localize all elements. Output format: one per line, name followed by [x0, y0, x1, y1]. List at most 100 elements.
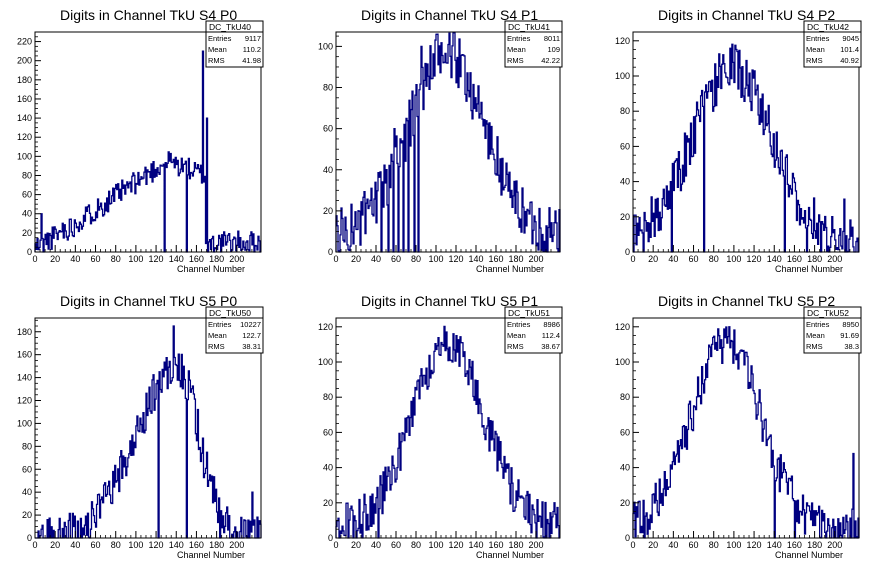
stats-label: Entries	[806, 320, 830, 329]
plot-frame	[34, 317, 262, 539]
stats-value: 110.2	[243, 45, 261, 54]
stats-value: 9045	[842, 34, 859, 43]
plot-frame	[335, 31, 561, 253]
x-axis-label: Channel Number	[476, 264, 544, 274]
stats-label: RMS	[208, 56, 225, 65]
y-tick-label: 120	[17, 396, 32, 406]
x-tick-label: 60	[91, 254, 101, 264]
y-tick-label: 20	[22, 228, 32, 238]
stats-name: DC_TkU40	[209, 22, 251, 32]
x-tick-label: 200	[827, 254, 842, 264]
x-tick-label: 80	[709, 540, 719, 550]
y-tick-label: 60	[323, 124, 333, 134]
stats-label: Mean	[507, 45, 526, 54]
histogram-series	[35, 325, 262, 539]
x-tick-label: 180	[508, 540, 523, 550]
x-tick-label: 180	[807, 254, 822, 264]
x-tick-label: 100	[726, 540, 741, 550]
stats-label: RMS	[806, 342, 823, 351]
x-tick-label: 160	[189, 254, 204, 264]
y-tick-label: 40	[323, 463, 333, 473]
x-tick-label: 40	[668, 540, 678, 550]
histogram-series	[34, 50, 261, 253]
x-tick-label: 180	[807, 540, 822, 550]
stats-value: 122.7	[242, 331, 261, 340]
x-tick-label: 120	[448, 254, 463, 264]
y-tick-label: 80	[22, 441, 32, 451]
x-tick-label: 200	[229, 540, 244, 550]
x-tick-label: 200	[827, 540, 842, 550]
x-tick-label: 0	[333, 254, 338, 264]
stats-label: Entries	[806, 34, 830, 43]
stats-label: Mean	[806, 331, 825, 340]
x-tick-label: 60	[391, 540, 401, 550]
y-tick-label: 180	[17, 327, 32, 337]
y-tick-label: 200	[17, 56, 32, 66]
y-tick-label: 80	[620, 392, 630, 402]
y-tick-label: 120	[615, 322, 630, 332]
x-tick-label: 100	[128, 540, 143, 550]
stats-box: DC_TkU42 Entries 9045 Mean 101.4 RMS 40.92	[803, 20, 862, 68]
x-tick-label: 0	[32, 540, 37, 550]
y-tick-label: 60	[620, 141, 630, 151]
y-tick-label: 180	[17, 75, 32, 85]
stats-value: 9117	[245, 34, 261, 43]
stats-box-frame	[504, 306, 563, 354]
stats-name: DC_TkU52	[807, 308, 849, 318]
x-tick-label: 0	[630, 540, 635, 550]
stats-value: 8986	[543, 320, 560, 329]
y-tick-label: 80	[620, 106, 630, 116]
histogram-panel-0: Digits in Channel TkU S4 P0 0 20 40 60 80 100 1…	[17, 7, 264, 274]
stats-value: 38.3	[844, 342, 859, 351]
y-tick-label: 100	[318, 357, 333, 367]
x-tick-label: 20	[50, 254, 60, 264]
x-tick-label: 20	[50, 540, 60, 550]
stats-label: Entries	[208, 320, 232, 329]
x-tick-label: 180	[209, 540, 224, 550]
x-tick-label: 80	[411, 540, 421, 550]
y-tick-label: 100	[615, 71, 630, 81]
y-tick-label: 220	[17, 37, 32, 47]
y-tick-label: 100	[615, 357, 630, 367]
x-tick-label: 140	[468, 254, 483, 264]
x-axis-label: Channel Number	[476, 550, 544, 560]
x-tick-label: 20	[351, 254, 361, 264]
y-tick-label: 160	[17, 350, 32, 360]
x-tick-label: 40	[70, 540, 80, 550]
x-tick-label: 120	[149, 254, 164, 264]
plot-frame	[632, 31, 860, 253]
x-tick-label: 0	[630, 254, 635, 264]
x-tick-label: 80	[111, 540, 121, 550]
x-tick-label: 160	[488, 254, 503, 264]
stats-box-frame	[803, 20, 862, 68]
panel-title: Digits in Channel TkU S5 P0	[60, 293, 237, 309]
x-tick-label: 60	[91, 540, 101, 550]
stats-value: 109	[547, 45, 560, 54]
x-tick-label: 120	[747, 540, 762, 550]
x-tick-label: 200	[528, 540, 543, 550]
stats-box: DC_TkU50 Entries 10227 Mean 122.7 RMS 38.31	[205, 306, 264, 354]
x-tick-label: 0	[333, 540, 338, 550]
x-axis-label: Channel Number	[775, 550, 843, 560]
stats-value: 91.69	[840, 331, 859, 340]
stats-box-frame	[803, 306, 862, 354]
plot-frame	[335, 317, 561, 539]
y-tick-label: 60	[22, 190, 32, 200]
y-tick-label: 160	[17, 94, 32, 104]
y-tick-label: 40	[22, 209, 32, 219]
x-tick-label: 140	[767, 254, 782, 264]
x-tick-label: 40	[371, 540, 381, 550]
stats-value: 42.22	[541, 56, 560, 65]
stats-label: RMS	[507, 56, 524, 65]
y-tick-label: 20	[22, 510, 32, 520]
x-tick-label: 160	[787, 254, 802, 264]
y-tick-label: 0	[27, 247, 32, 257]
y-tick-label: 100	[318, 41, 333, 51]
panel-title: Digits in Channel TkU S5 P1	[361, 293, 538, 309]
stats-name: DC_TkU41	[508, 22, 550, 32]
y-tick-label: 40	[620, 463, 630, 473]
histogram-panel-1: Digits in Channel TkU S4 P1 0 20 40 60 80 100 1…	[318, 7, 563, 274]
histogram-panel-2: Digits in Channel TkU S4 P2 0 20 40 60 80 100 1…	[615, 7, 862, 274]
y-tick-label: 20	[323, 498, 333, 508]
